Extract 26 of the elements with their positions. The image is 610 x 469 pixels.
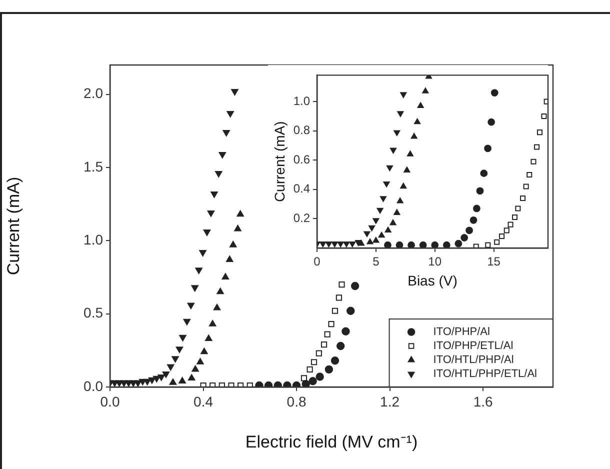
x-tick-label: 10 <box>428 254 442 269</box>
x-tick-label: 0.4 <box>194 393 214 410</box>
y-axis-title: Current (mA) <box>4 176 23 276</box>
y-tick-label: 0.5 <box>84 304 104 321</box>
legend-label: ITO/PHP/Al <box>433 326 490 338</box>
y-tick-label: 2.0 <box>84 85 104 102</box>
x-axis-title: Electric field (MV cm⁻¹) <box>245 432 418 452</box>
x-tick-label: 15 <box>487 254 501 269</box>
y-tick-label: 0.8 <box>293 123 310 138</box>
x-axis-title: Bias (V) <box>408 272 458 288</box>
y-tick-label: 0.2 <box>293 211 310 226</box>
x-tick-label: 1.2 <box>380 393 400 410</box>
y-tick-label: 0.0 <box>84 378 104 394</box>
y-tick-label: 1.5 <box>84 158 104 174</box>
legend-label: ITO/HTL/PHP/ETL/Al <box>433 368 538 380</box>
x-tick-label: 1.6 <box>473 393 493 410</box>
x-tick-label: 0.0 <box>100 393 120 410</box>
y-tick-label: 0.6 <box>293 152 310 166</box>
y-tick-label: 0.4 <box>293 182 310 196</box>
x-tick-label: 0 <box>314 254 321 269</box>
y-axis-title: Current (mA) <box>271 121 288 202</box>
legend-label: ITO/PHP/ETL/Al <box>433 340 514 352</box>
y-tick-label: 1.0 <box>84 231 104 248</box>
y-tick-label: 1.0 <box>293 94 310 108</box>
x-tick-label: 5 <box>372 254 380 269</box>
legend-label: ITO/HTL/PHP/Al <box>433 354 514 366</box>
